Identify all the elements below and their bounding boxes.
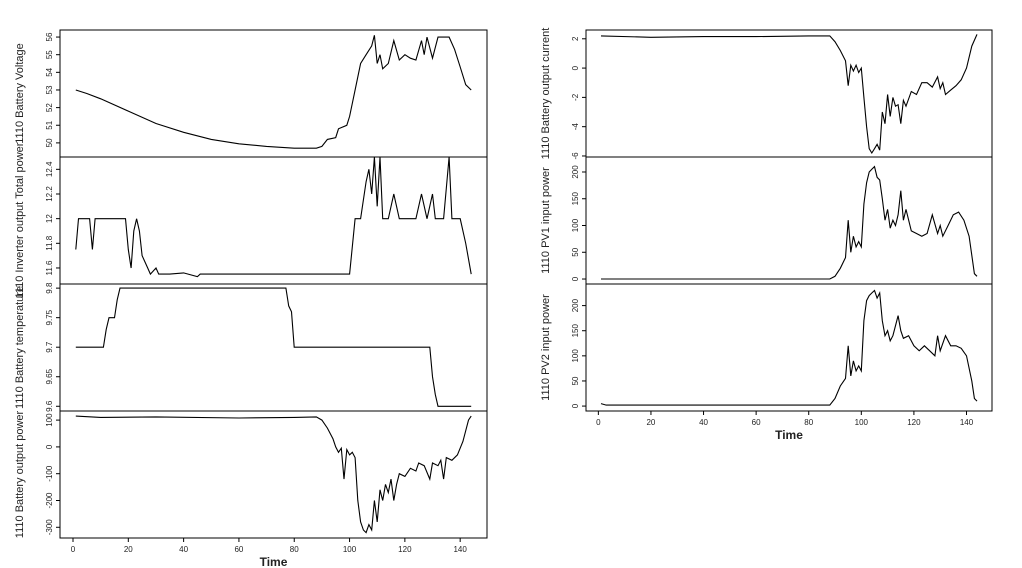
x-tick-label: 80 [804, 418, 813, 427]
x-tick-label: 20 [124, 545, 133, 554]
x-tick-label: 40 [179, 545, 188, 554]
y-tick-label: 0 [571, 65, 580, 70]
x-tick-label: 60 [752, 418, 761, 427]
y-axis-label: 1110 Battery Voltage [14, 43, 26, 144]
x-tick-label: 0 [71, 545, 76, 554]
y-tick-label: 53 [45, 85, 54, 94]
plot-frame [59, 156, 488, 285]
y-axis-label: 1110 Battery output power [14, 410, 26, 538]
y-tick-label: 50 [571, 247, 580, 256]
y-tick-label: 12.2 [45, 186, 54, 202]
x-tick-label: 0 [596, 418, 601, 427]
y-tick-label: 9.7 [45, 341, 54, 353]
x-tick-label: 140 [453, 545, 467, 554]
y-tick-label: 12 [45, 214, 54, 223]
x-tick-label: 80 [290, 545, 299, 554]
y-tick-label: 100 [45, 413, 54, 427]
data-line [75, 35, 472, 149]
y-tick-label: 51 [45, 120, 54, 129]
y-tick-label: 52 [45, 103, 54, 112]
y-tick-label: 200 [571, 165, 580, 179]
data-line [75, 287, 472, 407]
y-tick-label: 0 [571, 276, 580, 281]
plot-frame [59, 410, 488, 539]
y-axis-label: 1110 Battery output current [540, 28, 552, 160]
y-tick-label: 9.65 [45, 368, 54, 384]
y-axis-label: 1110 PV1 input power [540, 167, 552, 274]
x-tick-label: 60 [234, 545, 243, 554]
y-axis-label: 1110 Inverter output Total power [14, 142, 26, 298]
y-tick-label: 50 [571, 376, 580, 385]
y-tick-label: 11.6 [45, 260, 54, 276]
data-line [75, 156, 472, 278]
y-tick-label: -6 [571, 152, 580, 160]
y-tick-label: -300 [45, 519, 54, 536]
y-axis-label: 1110 Battery temperature [14, 286, 26, 409]
data-line [600, 34, 978, 155]
x-tick-label: 100 [343, 545, 357, 554]
y-tick-label: -100 [45, 465, 54, 482]
y-tick-label: 50 [45, 138, 54, 147]
x-tick-label: 140 [960, 418, 974, 427]
y-tick-label: 100 [571, 349, 580, 363]
plot-frame [585, 283, 993, 412]
x-tick-label: 100 [855, 418, 869, 427]
x-axis-label: Time [260, 555, 288, 568]
x-tick-label: 120 [907, 418, 921, 427]
y-tick-label: 2 [571, 36, 580, 41]
y-tick-label: 9.75 [45, 309, 54, 325]
x-axis-label: Time [775, 428, 803, 442]
y-tick-label: 100 [571, 218, 580, 232]
y-tick-label: 0 [45, 444, 54, 449]
y-tick-label: 150 [571, 192, 580, 206]
y-tick-label: -2 [571, 93, 580, 101]
y-tick-label: 9.8 [45, 282, 54, 294]
y-tick-label: 9.6 [45, 400, 54, 412]
data-line [601, 165, 978, 280]
y-tick-label: -4 [571, 123, 580, 131]
plot-frame [585, 29, 993, 158]
y-tick-label: -200 [45, 492, 54, 509]
y-tick-label: 150 [571, 324, 580, 338]
y-tick-label: 0 [571, 403, 580, 408]
y-tick-label: 200 [571, 298, 580, 312]
y-tick-label: 54 [45, 67, 54, 76]
x-tick-label: 20 [646, 418, 655, 427]
y-tick-label: 56 [45, 32, 54, 41]
x-tick-label: 40 [699, 418, 708, 427]
y-axis-label: 1110 PV2 input power [540, 294, 552, 401]
y-tick-label: 11.8 [45, 235, 54, 251]
data-line [75, 415, 472, 534]
x-tick-label: 120 [398, 545, 412, 554]
y-tick-label: 12.4 [45, 161, 54, 177]
data-line [600, 289, 978, 406]
y-tick-label: 55 [45, 50, 54, 59]
